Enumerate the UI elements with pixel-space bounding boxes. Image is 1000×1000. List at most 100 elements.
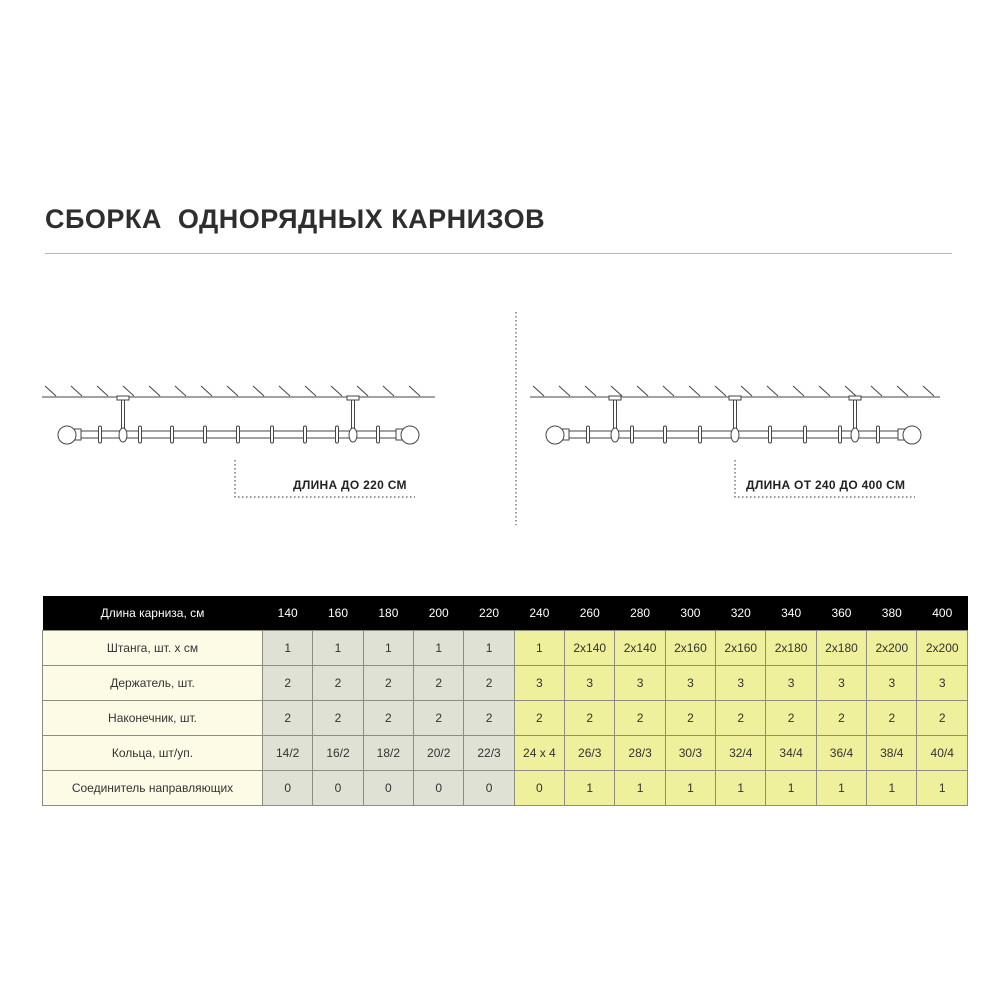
table-cell: 1 xyxy=(765,770,817,806)
header-length: 380 xyxy=(866,596,917,631)
finial xyxy=(400,425,420,445)
ring xyxy=(270,425,274,444)
ceiling-hatch xyxy=(896,385,909,397)
row-label: Кольца, шт/уп. xyxy=(42,735,263,771)
row-label: Держатель, шт. xyxy=(42,665,263,701)
ring xyxy=(170,425,174,444)
table-cell: 3 xyxy=(866,665,918,701)
table-cell: 0 xyxy=(463,770,515,806)
ring xyxy=(203,425,207,444)
ceiling-hatch xyxy=(740,385,753,397)
table-cell: 3 xyxy=(765,665,817,701)
table-cell: 2х160 xyxy=(715,630,767,666)
bracket-plate xyxy=(346,395,360,401)
table-cell: 1 xyxy=(614,770,666,806)
header-length: 220 xyxy=(463,596,515,631)
ceiling-hatch xyxy=(96,385,109,397)
table-cell: 2 xyxy=(564,700,616,736)
ring xyxy=(98,425,102,444)
row-label: Наконечник, шт. xyxy=(42,700,263,736)
table-row: Держатель, шт. 2 2 2 2 2 3 3 3 3 3 3 3 3 3 xyxy=(42,665,968,701)
row-label: Соединитель направляющих xyxy=(42,770,263,806)
table-cell: 30/3 xyxy=(664,735,717,771)
left-length-label: ДЛИНА ДО 220 СМ xyxy=(293,478,407,492)
finial xyxy=(545,425,565,445)
table-cell: 2 xyxy=(413,665,465,701)
table-cell: 2 xyxy=(715,700,767,736)
ceiling-hatch xyxy=(558,385,571,397)
ring xyxy=(586,425,590,444)
table-cell: 40/4 xyxy=(916,735,968,771)
table-header-row: Длина карниза, см 140 160 180 200 220 240 260 2… xyxy=(42,596,968,631)
ceiling-hatch xyxy=(408,385,421,397)
table-cell: 2 xyxy=(815,700,868,736)
ceiling-hatch xyxy=(330,385,343,397)
table-cell: 38/4 xyxy=(866,735,918,771)
ceiling-hatch xyxy=(688,385,701,397)
table-cell: 0 xyxy=(261,770,314,806)
bracket-holder xyxy=(348,427,358,443)
ceiling-hatch xyxy=(356,385,369,397)
table-cell: 2х140 xyxy=(614,630,666,666)
header-length: 200 xyxy=(413,596,464,631)
ceiling-hatch xyxy=(922,385,935,397)
ceiling-hatch xyxy=(844,385,857,397)
table-cell: 2 xyxy=(916,700,968,736)
table-cell: 0 xyxy=(413,770,465,806)
table-cell: 1 xyxy=(815,770,868,806)
table-row: Соединитель направляющих 0 0 0 0 0 0 1 1 1 1 1 1 1 1 xyxy=(42,770,968,806)
bracket-holder xyxy=(850,427,860,443)
ceiling-hatch xyxy=(818,385,831,397)
table-cell: 2х160 xyxy=(664,630,717,666)
ceiling-hatch xyxy=(174,385,187,397)
table-cell: 22/3 xyxy=(463,735,515,771)
finial xyxy=(57,425,77,445)
table-cell: 2 xyxy=(312,700,364,736)
table-cell: 2 xyxy=(765,700,817,736)
ceiling-hatch xyxy=(870,385,883,397)
ceiling-hatch xyxy=(148,385,161,397)
finial xyxy=(902,425,922,445)
ring xyxy=(838,425,842,444)
header-length: 360 xyxy=(816,596,867,631)
table-cell: 3 xyxy=(815,665,868,701)
header-label: Длина карниза, см xyxy=(42,596,263,631)
table-cell: 2х200 xyxy=(916,630,968,666)
ceiling-hatch xyxy=(792,385,805,397)
ceiling-hatch xyxy=(226,385,239,397)
table-cell: 1 xyxy=(715,770,767,806)
table-cell: 2 xyxy=(312,665,364,701)
ceiling-hatch xyxy=(610,385,623,397)
header-length: 260 xyxy=(564,596,615,631)
table-cell: 2х140 xyxy=(564,630,616,666)
header-length: 280 xyxy=(614,596,666,631)
ring xyxy=(138,425,142,444)
table-cell: 24 х 4 xyxy=(513,735,566,771)
ceiling-hatch xyxy=(766,385,779,397)
ceiling-hatch xyxy=(662,385,675,397)
table-cell: 3 xyxy=(715,665,767,701)
header-length: 160 xyxy=(312,596,364,631)
ceiling-hatch xyxy=(252,385,265,397)
table-row: Кольца, шт/уп. 14/2 16/2 18/2 20/2 22/3 24 х 4… xyxy=(42,735,968,771)
ceiling-hatch xyxy=(122,385,135,397)
bracket-plate xyxy=(608,395,622,401)
table-cell: 1 xyxy=(362,630,415,666)
ring xyxy=(803,425,807,444)
table-cell: 2 xyxy=(261,665,314,701)
ring xyxy=(303,425,307,444)
table-cell: 2 xyxy=(413,700,465,736)
table-cell: 2х200 xyxy=(866,630,918,666)
table-cell: 32/4 xyxy=(715,735,767,771)
ceiling-hatch xyxy=(44,385,57,397)
table-cell: 1 xyxy=(312,630,364,666)
ceiling-hatch xyxy=(200,385,213,397)
table-cell: 16/2 xyxy=(312,735,364,771)
table-cell: 3 xyxy=(513,665,566,701)
bracket-plate xyxy=(728,395,742,401)
left-dimension-line xyxy=(234,460,415,498)
header-length: 400 xyxy=(916,596,968,631)
bracket-plate xyxy=(848,395,862,401)
ceiling-hatch xyxy=(304,385,317,397)
right-length-label: ДЛИНА ОТ 240 ДО 400 СМ xyxy=(746,478,906,492)
